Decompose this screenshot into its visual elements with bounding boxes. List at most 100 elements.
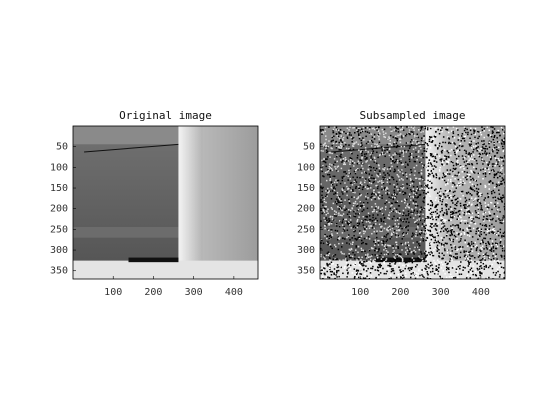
noise-pixel bbox=[397, 247, 400, 249]
noise-pixel bbox=[392, 245, 394, 247]
noise-pixel bbox=[452, 224, 454, 226]
noise-pixel bbox=[406, 205, 408, 207]
noise-pixel bbox=[326, 219, 328, 222]
noise-pixel bbox=[392, 176, 394, 179]
noise-pixel bbox=[452, 164, 455, 167]
noise-pixel bbox=[448, 260, 451, 263]
noise-pixel bbox=[361, 144, 363, 146]
noise-pixel bbox=[446, 213, 448, 216]
noise-pixel bbox=[376, 151, 378, 154]
noise-pixel bbox=[488, 172, 491, 175]
noise-pixel bbox=[407, 241, 409, 244]
noise-pixel bbox=[501, 140, 504, 142]
noise-pixel bbox=[370, 196, 372, 199]
noise-pixel bbox=[485, 152, 488, 155]
noise-pixel bbox=[344, 171, 347, 173]
noise-pixel bbox=[468, 163, 471, 166]
noise-pixel bbox=[384, 155, 386, 158]
noise-pixel bbox=[390, 270, 393, 273]
noise-pixel bbox=[418, 215, 421, 217]
noise-pixel bbox=[323, 255, 326, 257]
noise-pixel bbox=[488, 161, 491, 163]
noise-pixel bbox=[446, 160, 449, 163]
noise-pixel bbox=[342, 237, 344, 239]
noise-pixel bbox=[357, 245, 360, 248]
noise-pixel bbox=[475, 187, 478, 190]
noise-pixel bbox=[450, 232, 453, 235]
noise-pixel bbox=[379, 180, 381, 182]
noise-pixel bbox=[402, 234, 405, 236]
noise-pixel bbox=[501, 167, 503, 169]
noise-pixel bbox=[407, 264, 409, 266]
noise-pixel bbox=[425, 218, 427, 220]
noise-pixel bbox=[359, 182, 362, 185]
noise-pixel bbox=[455, 162, 458, 165]
noise-pixel bbox=[402, 274, 404, 277]
noise-pixel bbox=[457, 215, 459, 217]
noise-pixel bbox=[473, 221, 475, 224]
noise-pixel bbox=[441, 163, 443, 165]
noise-pixel bbox=[480, 133, 483, 136]
noise-pixel bbox=[358, 188, 360, 191]
noise-pixel bbox=[487, 204, 490, 206]
noise-pixel bbox=[470, 218, 473, 221]
noise-pixel bbox=[430, 126, 432, 128]
noise-pixel bbox=[434, 206, 436, 209]
noise-pixel bbox=[485, 233, 487, 236]
noise-pixel bbox=[389, 126, 392, 128]
noise-pixel bbox=[480, 207, 483, 209]
noise-pixel bbox=[423, 127, 426, 129]
noise-pixel bbox=[335, 179, 337, 181]
noise-pixel bbox=[445, 202, 447, 204]
noise-pixel bbox=[366, 192, 369, 195]
noise-pixel bbox=[424, 180, 426, 183]
noise-pixel bbox=[352, 176, 354, 179]
noise-pixel bbox=[453, 234, 456, 237]
noise-pixel bbox=[337, 248, 340, 251]
noise-pixel bbox=[374, 146, 376, 148]
noise-pixel bbox=[487, 164, 490, 166]
noise-pixel bbox=[458, 213, 461, 216]
noise-pixel bbox=[388, 277, 390, 279]
noise-pixel bbox=[418, 218, 420, 220]
noise-pixel bbox=[372, 216, 374, 219]
noise-pixel bbox=[464, 241, 467, 244]
noise-pixel bbox=[412, 133, 414, 135]
noise-pixel bbox=[423, 189, 425, 192]
noise-pixel bbox=[463, 233, 466, 235]
noise-pixel bbox=[479, 242, 482, 245]
noise-pixel bbox=[361, 154, 363, 157]
noise-pixel bbox=[370, 255, 373, 257]
noise-pixel bbox=[414, 190, 416, 192]
noise-pixel bbox=[333, 268, 336, 270]
noise-pixel bbox=[405, 175, 408, 178]
noise-pixel bbox=[329, 270, 332, 273]
noise-pixel bbox=[382, 146, 384, 149]
noise-pixel bbox=[414, 265, 417, 268]
noise-pixel bbox=[427, 263, 429, 266]
noise-pixel bbox=[335, 140, 338, 143]
noise-pixel bbox=[495, 233, 498, 236]
noise-pixel bbox=[445, 181, 447, 184]
noise-pixel bbox=[431, 270, 434, 273]
noise-pixel bbox=[386, 148, 388, 151]
noise-pixel bbox=[345, 222, 348, 224]
noise-pixel bbox=[462, 269, 464, 271]
noise-pixel bbox=[452, 135, 454, 138]
noise-pixel bbox=[371, 267, 374, 270]
noise-pixel bbox=[451, 250, 454, 252]
noise-pixel bbox=[402, 174, 405, 176]
noise-pixel bbox=[349, 264, 352, 267]
noise-pixel bbox=[382, 131, 385, 133]
noise-pixel bbox=[433, 241, 435, 244]
noise-pixel bbox=[454, 256, 456, 259]
noise-pixel bbox=[468, 263, 470, 265]
noise-pixel bbox=[419, 178, 421, 180]
noise-pixel bbox=[355, 273, 358, 276]
noise-pixel bbox=[443, 159, 445, 162]
noise-pixel bbox=[489, 214, 492, 217]
noise-pixel bbox=[346, 269, 348, 271]
noise-pixel bbox=[417, 155, 420, 158]
noise-pixel bbox=[396, 145, 398, 148]
noise-pixel bbox=[429, 213, 432, 215]
